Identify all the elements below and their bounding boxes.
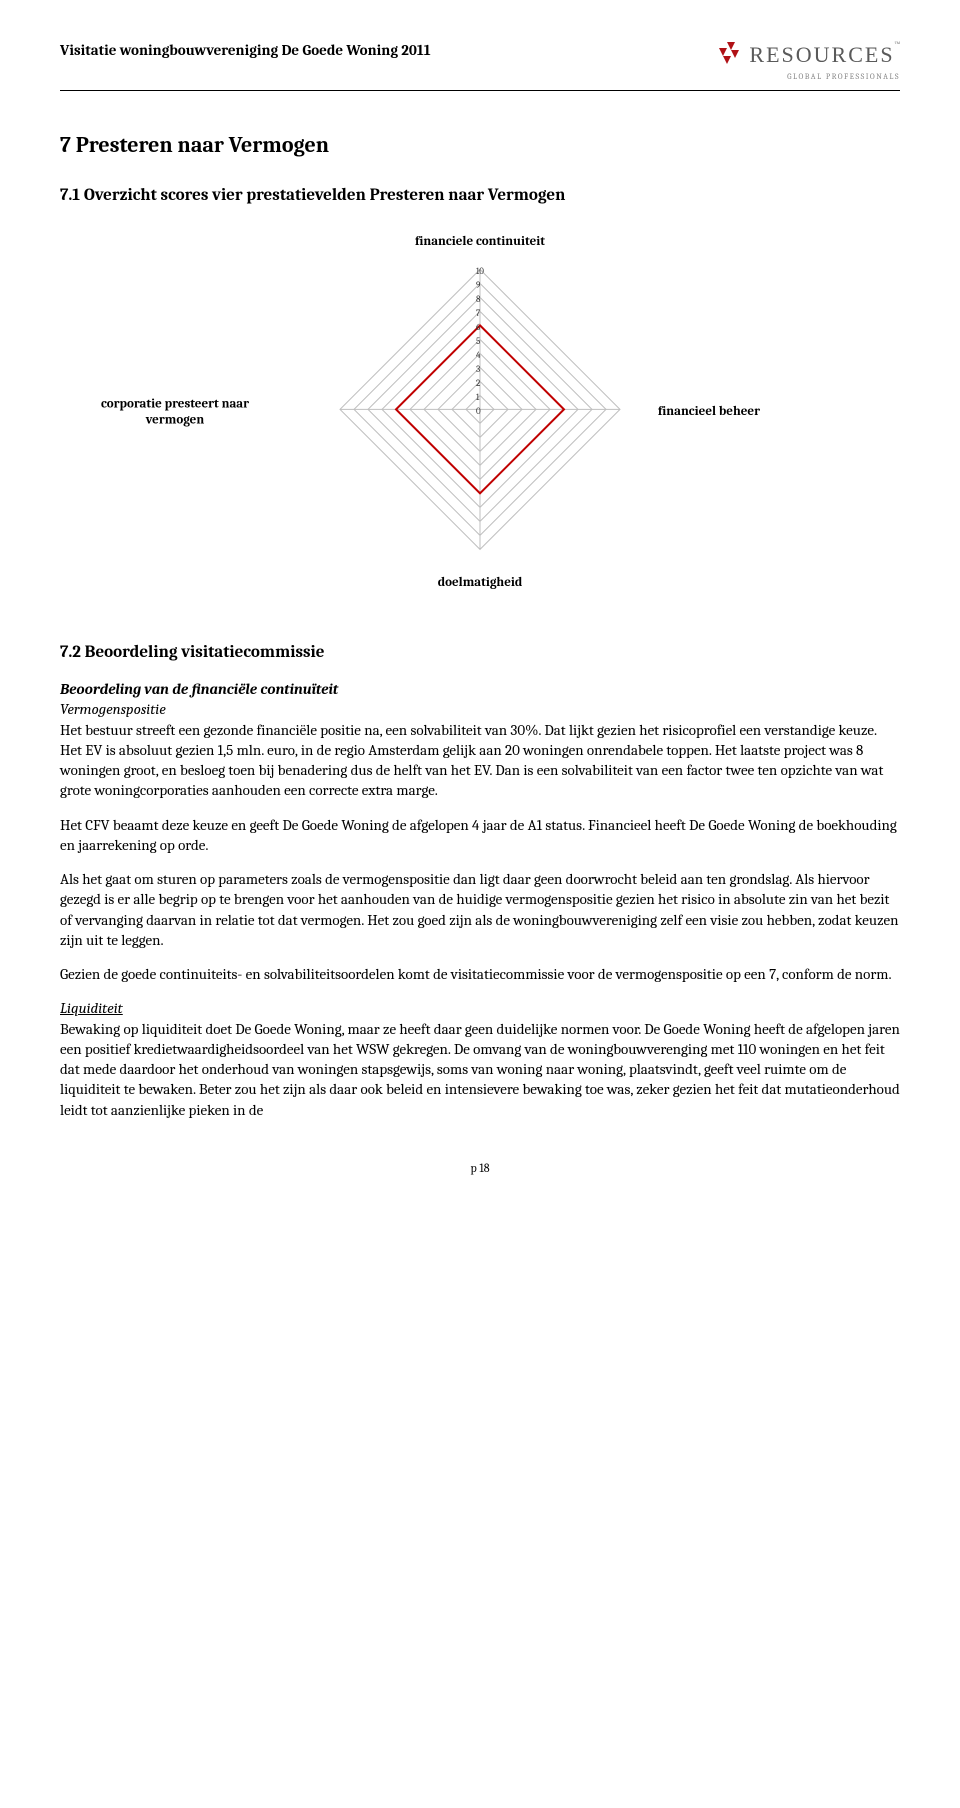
para-body-5: Bewaking op liquiditeit doet De Goede Wo… <box>60 1020 900 1119</box>
header-rule <box>60 90 900 91</box>
radar-tick: 3 <box>476 364 480 376</box>
axis-label-top: financiele continuiteit <box>415 234 545 250</box>
paragraph-1: Beoordeling van de financiële continuïte… <box>60 679 900 801</box>
radar-chart: financiele continuiteit financieel behee… <box>60 222 900 602</box>
axis-label-bottom: doelmatigheid <box>438 575 523 591</box>
radar-tick: 8 <box>476 294 480 306</box>
logo: RESOURCES™ GLOBAL PROFESSIONALS <box>713 40 900 82</box>
paragraph-2: Het CFV beaamt deze keuze en geeft De Go… <box>60 815 900 856</box>
axis-label-left: corporatie presteert naar vermogen <box>90 397 260 428</box>
subsection-heading-1: 7.1 Overzicht scores vier prestatievelde… <box>60 185 900 208</box>
logo-text: RESOURCES <box>749 42 894 67</box>
section-heading: 7 Presteren naar Vermogen <box>60 131 900 161</box>
para-subhead-1: Vermogenspositie <box>60 700 166 718</box>
radar-tick: 5 <box>476 336 480 348</box>
radar-tick: 0 <box>476 406 481 418</box>
radar-tick: 4 <box>476 350 480 362</box>
paragraph-5: Liquiditeit Bewaking op liquiditeit doet… <box>60 998 900 1120</box>
radar-tick: 10 <box>476 266 484 278</box>
logo-icon <box>713 42 743 68</box>
radar-tick: 9 <box>476 280 480 292</box>
para-head-1: Beoordeling van de financiële continuïte… <box>60 680 338 698</box>
para-head-5: Liquiditeit <box>60 999 123 1017</box>
logo-tm: ™ <box>895 40 900 49</box>
header-title: Visitatie woningbouwvereniging De Goede … <box>60 40 431 60</box>
radar-tick: 7 <box>476 308 480 320</box>
para-body-1: Het bestuur streeft een gezonde financië… <box>60 721 883 800</box>
logo-subtitle: GLOBAL PROFESSIONALS <box>713 72 900 83</box>
subsection-heading-2: 7.2 Beoordeling visitatiecommissie <box>60 642 900 665</box>
page-header: Visitatie woningbouwvereniging De Goede … <box>60 40 900 82</box>
paragraph-4: Gezien de goede continuiteits- en solvab… <box>60 964 900 984</box>
axis-label-right: financieel beheer <box>658 404 760 420</box>
radar-tick: 1 <box>476 392 479 404</box>
paragraph-3: Als het gaat om sturen op parameters zoa… <box>60 869 900 950</box>
radar-tick: 6 <box>476 322 480 334</box>
radar-tick: 2 <box>476 378 480 390</box>
page-footer: p 18 <box>60 1160 900 1176</box>
